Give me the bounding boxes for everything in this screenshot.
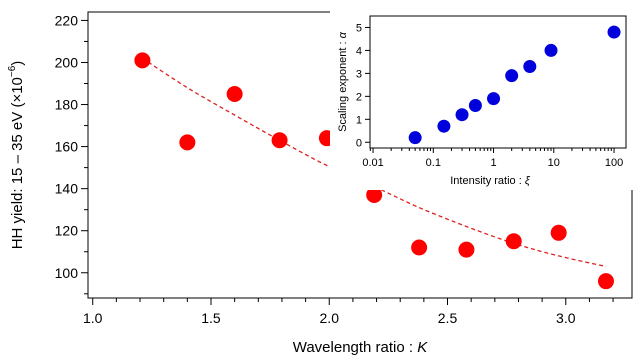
main-y-axis-label: HH yield: 15 – 35 eV (×10−6) [7,61,26,250]
inset-data-point [523,60,537,74]
main-x-axis-label: Wavelength ratio : K [293,339,429,356]
inset-y-tick-label: 4 [356,45,362,57]
inset-data-point [468,99,482,113]
inset-x-tick-label: 100 [605,157,623,169]
inset-x-tick-label: 10 [548,157,560,169]
main-x-tick-label: 1.0 [83,310,103,326]
main-fit-curve [142,57,607,268]
inset-data-point [408,131,422,145]
inset-y-tick-label: 3 [356,68,362,80]
main-y-tick-label: 140 [55,181,79,197]
main-data-point [550,224,567,241]
inset-x-tick-label: 1 [490,157,496,169]
inset-x-axis-label: Intensity ratio : ξ [450,175,531,187]
main-data-point [226,86,243,103]
inset-data-point [607,25,621,39]
main-y-tick-label: 100 [55,265,79,281]
inset-data-point [487,92,501,106]
inset-y-axis: 0 1 2 3 4 5 [356,22,370,149]
main-x-tick-label: 3.0 [556,310,576,326]
main-x-tick-label: 1.5 [201,310,221,326]
main-x-tick-label: 2.5 [438,310,458,326]
inset-plot: 0.01 0.1 1 10 100 0 1 2 3 4 5 Intensity ratio : ξ… [330,4,636,190]
main-y-tick-label: 200 [55,54,79,70]
main-x-tick-label: 2.0 [320,310,340,326]
main-data-point [366,186,383,203]
main-data-point [411,239,428,256]
main-y-tick-label: 180 [55,97,79,113]
inset-y-tick-label: 1 [356,114,362,126]
inset-data-point [544,43,558,57]
main-y-tick-label: 220 [55,12,79,28]
main-data-point [458,241,475,258]
inset-data-point [437,119,451,133]
main-data-point [597,273,614,290]
inset-y-axis-label: Scaling exponent : α [337,31,349,132]
main-data-points [134,52,614,290]
main-data-point [271,132,288,149]
inset-x-tick-label: 0.1 [426,157,441,169]
main-data-point [505,233,522,250]
main-y-tick-label: 160 [55,139,79,155]
inset-plot-frame [369,15,627,149]
main-y-tick-label: 120 [55,223,79,239]
inset-background [330,4,636,190]
inset-data-point [505,69,519,83]
inset-x-tick-label: 0.01 [362,157,383,169]
inset-y-tick-label: 0 [356,137,362,149]
main-x-axis: 1.0 1.5 2.0 2.5 3.0 [83,298,614,326]
main-y-axis: 100 120 140 160 180 200 220 [55,12,88,295]
inset-y-tick-label: 2 [356,91,362,103]
main-data-point [179,134,196,151]
inset-data-point [455,108,469,122]
inset-y-tick-label: 5 [356,22,362,34]
main-data-point [134,52,151,69]
inset-data-points [408,25,621,145]
inset-x-axis: 0.01 0.1 1 10 100 [362,148,623,169]
